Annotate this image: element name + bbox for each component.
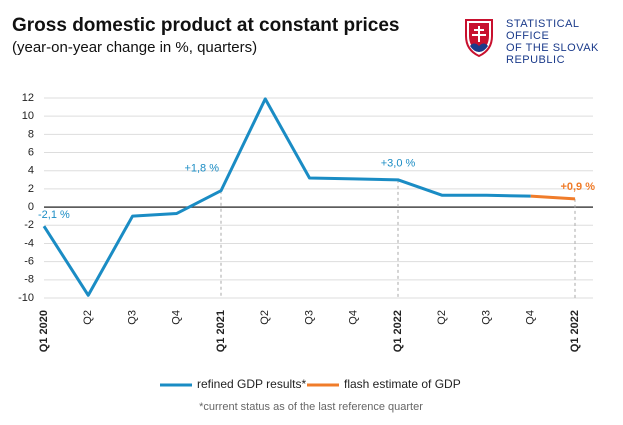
y-tick-label: -6 [24, 256, 34, 268]
series-line [42, 97, 531, 297]
x-tick-label: Q1 2022 [569, 310, 581, 352]
value-label: +0,9 % [560, 181, 595, 193]
y-tick-label: 4 [28, 165, 34, 177]
x-tick-label: Q4 [525, 310, 537, 325]
logo-shield [465, 19, 493, 58]
y-tick-label: -2 [24, 219, 34, 231]
value-label: +1,8 % [184, 163, 219, 175]
y-tick-label: 2 [28, 183, 34, 195]
logo-text: OFFICE [506, 30, 549, 42]
x-tick-label: Q2 [82, 310, 94, 325]
y-tick-label: -10 [18, 292, 34, 304]
y-tick-label: 8 [28, 128, 34, 140]
x-tick-label: Q2 [259, 310, 271, 325]
x-tick-label: Q3 [303, 310, 315, 325]
logo-text: STATISTICAL [506, 18, 580, 30]
y-tick-label: 6 [28, 146, 34, 158]
x-tick-label: Q4 [348, 310, 360, 325]
legend-label: flash estimate of GDP [344, 377, 461, 391]
series-line [530, 194, 576, 201]
y-tick-label: -4 [24, 237, 34, 249]
x-tick-label: Q2 [436, 310, 448, 325]
x-tick-label: Q3 [480, 310, 492, 325]
x-tick-label: Q3 [126, 310, 138, 325]
x-tick-label: Q1 2020 [38, 310, 50, 352]
value-label: -2,1 % [38, 209, 70, 221]
chart-title: Gross domestic product at constant price… [12, 15, 399, 36]
y-tick-label: 0 [28, 201, 34, 213]
y-tick-label: -8 [24, 274, 34, 286]
chart-subtitle: (year-on-year change in %, quarters) [12, 39, 257, 56]
x-tick-label: Q1 2022 [392, 310, 404, 352]
x-tick-label: Q1 2021 [215, 310, 227, 352]
x-tick-label: Q4 [171, 310, 183, 325]
logo-text: REPUBLIC [506, 54, 565, 66]
y-tick-label: 10 [22, 110, 34, 122]
y-tick-label: 12 [22, 92, 34, 104]
footnote: *current status as of the last reference… [199, 401, 423, 413]
logo-text: OF THE SLOVAK [506, 42, 599, 54]
value-label: +3,0 % [381, 158, 416, 170]
legend-label: refined GDP results* [197, 377, 306, 391]
